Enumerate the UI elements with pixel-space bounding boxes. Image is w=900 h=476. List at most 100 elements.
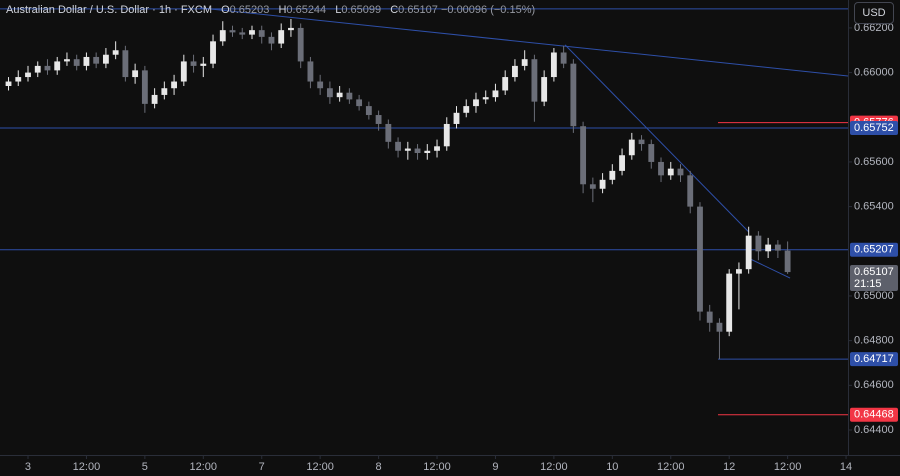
candle-body: [307, 61, 314, 82]
trend-line: [747, 257, 791, 279]
price-tag: [850, 352, 898, 367]
candle-body: [628, 139, 635, 156]
candle-body: [492, 90, 499, 98]
x-tick-label: 12:00: [540, 461, 568, 473]
last-price-tag-label: 0.65107: [854, 266, 894, 278]
candle-body: [638, 139, 645, 145]
x-tick-label: 12:00: [190, 461, 218, 473]
candle-body: [288, 27, 294, 31]
candle-body: [15, 77, 22, 82]
candle-body: [180, 61, 187, 82]
candle-body: [463, 106, 470, 113]
low-value: 0.65099: [341, 4, 382, 16]
candle-body: [112, 50, 119, 55]
y-tick-label: 0.64800: [854, 335, 894, 347]
candle-body: [599, 179, 606, 189]
y-tick-label: 0.64400: [854, 424, 894, 436]
candle-body: [736, 269, 742, 274]
high-key: H: [278, 4, 287, 16]
candle-body: [473, 99, 479, 107]
price-tag-label: 0.65752: [854, 122, 894, 134]
close-value: 0.65107: [398, 4, 438, 16]
candle-body: [589, 184, 596, 189]
x-tick-label: 12:00: [657, 461, 685, 473]
x-tick-label: 12:00: [423, 461, 451, 473]
candle-body: [141, 70, 148, 104]
candle-body: [64, 59, 70, 62]
candle-body: [531, 59, 538, 102]
candle-body: [268, 36, 275, 44]
candle-body: [200, 63, 207, 66]
x-tick-label: 12:00: [774, 461, 802, 473]
open-key: O: [221, 4, 230, 16]
candle-body: [132, 70, 139, 78]
x-tick-label: 12: [723, 461, 735, 473]
axes: 0.66200 0.66000 0.65600 0.65400 0.65000 0.648…: [25, 22, 898, 473]
candle-body: [161, 88, 168, 95]
legend: Australian Dollar / U.S. Dollar · 1h · F…: [6, 4, 535, 16]
y-tick-label: 0.66000: [854, 67, 894, 79]
candle-body: [570, 63, 577, 127]
change: −0.00096 (−0.15%): [440, 4, 536, 16]
candle-body: [677, 168, 684, 176]
candle-body: [521, 59, 528, 66]
x-tick-label: 5: [142, 461, 148, 473]
candle-body: [102, 54, 109, 64]
price-tag-label: 0.64717: [854, 353, 894, 365]
candle-body: [73, 59, 80, 66]
candle-body: [336, 92, 343, 98]
price-tag: [850, 242, 898, 257]
candle-body: [54, 61, 61, 71]
low-key: L: [335, 4, 342, 16]
candle-body: [317, 81, 324, 89]
candle-body: [385, 123, 392, 142]
y-tick-label: 0.65400: [854, 201, 894, 213]
candle-body: [5, 81, 12, 86]
candle-body: [25, 72, 31, 78]
price-tag: [850, 120, 898, 135]
candle-body: [648, 144, 655, 162]
candle-body: [395, 141, 401, 151]
candle-body: [697, 206, 703, 312]
candle-body: [424, 150, 431, 154]
candle-body: [93, 56, 100, 64]
open-value: 0.65203: [229, 4, 270, 16]
y-tick-label: 0.65000: [854, 290, 894, 302]
y-tick-label: 0.64600: [854, 379, 894, 391]
candle-body: [687, 175, 694, 207]
candle-body: [784, 250, 791, 273]
candle-body: [404, 148, 411, 151]
candle-body: [745, 235, 752, 270]
candle-body: [706, 311, 713, 323]
x-tick-label: 14: [840, 461, 852, 473]
candle-body: [210, 41, 216, 64]
candle-body: [667, 168, 674, 176]
price-tag-label: 0.65207: [854, 244, 894, 256]
x-tick-label: 12:00: [306, 461, 334, 473]
candle-body: [171, 81, 178, 89]
candle-body: [190, 61, 197, 66]
candle-body: [609, 170, 616, 180]
candle-body: [512, 65, 518, 78]
candle-body: [774, 244, 781, 251]
candle-body: [560, 52, 567, 64]
candle-body: [297, 27, 304, 62]
candle-body: [658, 161, 664, 176]
x-tick-label: 12:00: [73, 461, 101, 473]
candle-body: [502, 77, 509, 91]
candle-body: [326, 88, 333, 98]
x-tick-label: 7: [259, 461, 265, 473]
candle-body: [726, 273, 733, 332]
symbol: Australian Dollar / U.S. Dollar · 1h · F…: [6, 4, 212, 16]
currency-button[interactable]: USD: [854, 2, 894, 24]
trend-line: [199, 7, 849, 77]
candle-body: [151, 94, 158, 104]
candle-body: [239, 32, 246, 35]
candle-body: [755, 235, 762, 252]
candle-body: [356, 99, 363, 107]
candle-body: [229, 30, 236, 33]
candle-body: [365, 106, 372, 116]
x-tick-label: 9: [492, 461, 498, 473]
